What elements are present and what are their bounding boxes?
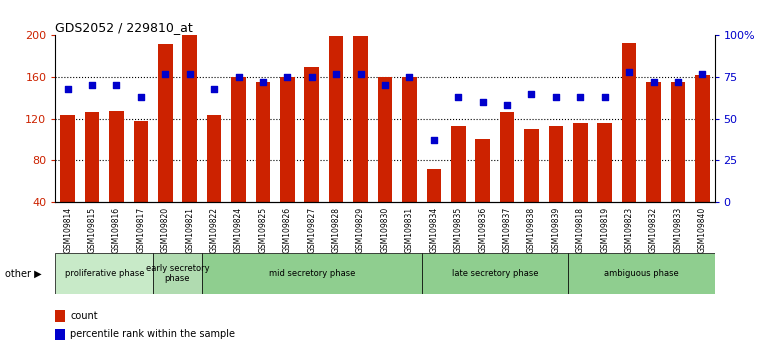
Point xyxy=(330,71,343,76)
Bar xyxy=(500,112,514,202)
Point xyxy=(62,86,74,91)
Bar xyxy=(55,310,65,321)
Point xyxy=(135,94,147,100)
Text: other ▶: other ▶ xyxy=(5,268,42,279)
Bar xyxy=(231,77,246,202)
Bar xyxy=(598,123,612,202)
Point xyxy=(354,71,367,76)
Bar xyxy=(422,253,568,294)
Point xyxy=(477,99,489,105)
Bar xyxy=(622,43,637,202)
Bar xyxy=(158,44,172,202)
Point xyxy=(233,74,245,80)
Bar xyxy=(377,77,393,202)
Point xyxy=(110,82,122,88)
Point xyxy=(256,79,269,85)
Text: proliferative phase: proliferative phase xyxy=(65,269,144,278)
Point xyxy=(208,86,220,91)
Bar xyxy=(55,253,153,294)
Text: percentile rank within the sample: percentile rank within the sample xyxy=(70,330,236,339)
Bar xyxy=(548,126,563,202)
Point xyxy=(403,74,416,80)
Bar xyxy=(573,123,588,202)
Bar xyxy=(402,77,417,202)
Bar xyxy=(256,82,270,202)
Text: GDS2052 / 229810_at: GDS2052 / 229810_at xyxy=(55,21,193,34)
Bar xyxy=(85,112,99,202)
Bar xyxy=(671,82,685,202)
Bar xyxy=(568,253,715,294)
Point xyxy=(671,79,684,85)
Text: mid secretory phase: mid secretory phase xyxy=(269,269,355,278)
Text: late secretory phase: late secretory phase xyxy=(451,269,538,278)
Point xyxy=(281,74,293,80)
Bar xyxy=(353,36,368,202)
Bar xyxy=(182,35,197,202)
Bar xyxy=(304,67,319,202)
Point xyxy=(452,94,464,100)
Point xyxy=(598,94,611,100)
Bar xyxy=(451,126,466,202)
Bar xyxy=(695,75,710,202)
Bar xyxy=(109,111,124,202)
Bar xyxy=(202,253,422,294)
Point xyxy=(86,82,99,88)
Bar xyxy=(55,329,65,340)
Bar xyxy=(329,36,343,202)
Bar xyxy=(427,169,441,202)
Bar xyxy=(646,82,661,202)
Bar xyxy=(524,129,539,202)
Bar xyxy=(475,139,490,202)
Point xyxy=(159,71,172,76)
Point xyxy=(574,94,587,100)
Text: early secretory
phase: early secretory phase xyxy=(146,264,209,283)
Bar xyxy=(153,253,202,294)
Point xyxy=(525,91,537,96)
Point xyxy=(696,71,708,76)
Point xyxy=(550,94,562,100)
Text: ambiguous phase: ambiguous phase xyxy=(604,269,678,278)
Bar xyxy=(207,115,222,202)
Point xyxy=(648,79,660,85)
Text: count: count xyxy=(70,311,98,321)
Point xyxy=(623,69,635,75)
Point xyxy=(501,102,514,108)
Point xyxy=(306,74,318,80)
Point xyxy=(379,82,391,88)
Point xyxy=(427,137,440,143)
Point xyxy=(183,71,196,76)
Bar xyxy=(280,77,295,202)
Bar xyxy=(60,115,75,202)
Bar xyxy=(133,121,148,202)
